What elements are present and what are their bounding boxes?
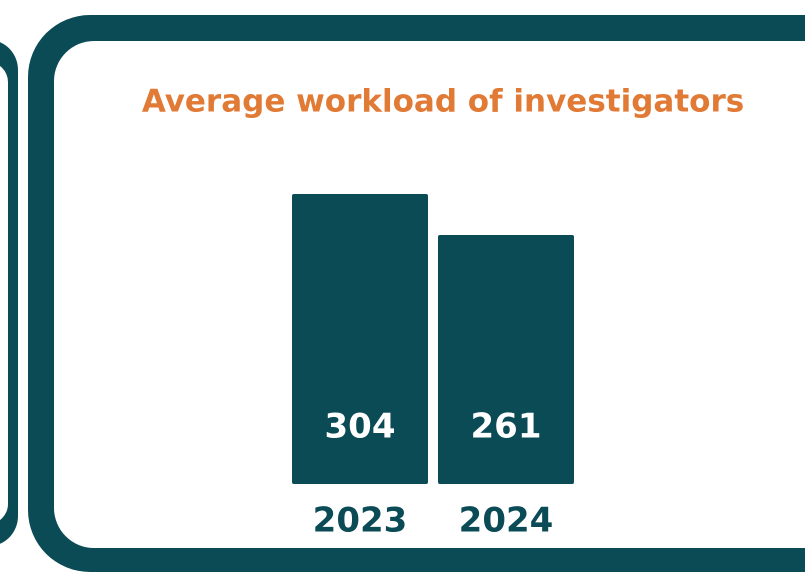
card (54, 41, 805, 548)
value-label: 261 (471, 407, 542, 447)
bar (438, 235, 574, 484)
value-label: 304 (325, 407, 396, 447)
chart-title: Average workload of investigators (142, 84, 744, 120)
x-tick-label: 2023 (313, 501, 408, 541)
side-card (0, 66, 8, 520)
x-tick-label: 2024 (459, 501, 554, 541)
bar (292, 194, 428, 484)
